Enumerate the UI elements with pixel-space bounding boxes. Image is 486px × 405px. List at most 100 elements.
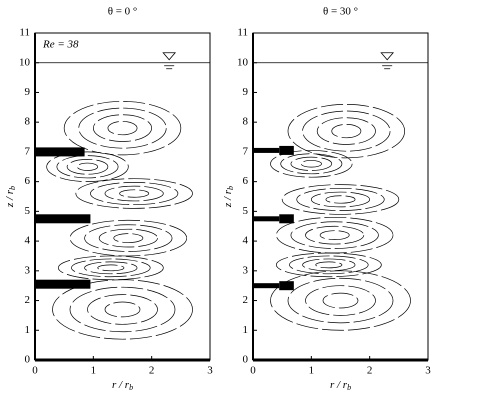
surface-symbol [162,52,177,70]
streamline [84,261,138,275]
blade [35,214,91,224]
blade [35,147,85,157]
y-axis-label-sub: b [8,186,17,190]
y-axis-label: z / rb [222,186,235,208]
streamline [87,294,158,325]
y-tick-label: 6 [25,175,31,187]
streamline [104,301,141,318]
x-axis-label: r / rb [330,379,351,392]
streamline [275,252,382,278]
y-axis-label-sub: b [226,186,235,190]
x-tick-label: 3 [207,365,213,377]
streamline [290,221,379,249]
streamline [331,124,362,139]
streamline [78,107,167,149]
plot-frame [34,32,211,361]
streamline [322,292,359,309]
streamline [66,158,109,175]
y-axis-label-main: z / r [222,189,234,208]
streamline [270,150,353,178]
streamline [113,233,144,243]
y-tick-label: 0 [243,354,249,366]
y-tick-label: 1 [243,324,249,336]
streamline [316,117,376,145]
y-tick-label: 7 [243,145,249,157]
streamline [98,228,158,248]
streamline [289,255,369,275]
streamline [287,103,406,159]
streamline [281,184,400,215]
streamline [280,153,343,175]
x-axis-label-sub: b [129,383,133,392]
x-axis-label: r / rb [112,379,133,392]
blade-hub [253,147,280,153]
y-tick-label: 7 [25,145,31,157]
panel-title: θ = 30 ° [323,6,358,18]
streamline [302,258,356,272]
x-axis-label-sub: b [347,383,351,392]
x-tick-label: 2 [149,365,155,377]
blade [279,145,294,155]
streamline [305,225,365,245]
streamline [296,187,385,211]
x-tick-label: 1 [309,365,315,377]
y-tick-label: 11 [237,27,248,39]
streamline [57,255,164,281]
y-tick-label: 8 [243,116,249,128]
streamline [104,185,164,202]
y-tick-label: 5 [25,205,31,217]
streamline [46,151,129,182]
surface-symbol [380,52,395,70]
y-tick-label: 4 [25,235,31,247]
x-tick-label: 1 [91,365,97,377]
streamline [290,156,333,171]
x-axis-label-main: r / r [330,379,348,391]
x-tick-label: 0 [250,365,256,377]
streamline [76,162,99,171]
blade [279,214,294,224]
streamline [84,224,173,252]
panel-title: θ = 0 ° [108,6,138,18]
blade-hub [253,216,280,222]
annotation: Re = 38 [42,39,79,51]
streamline [300,160,322,168]
y-axis-label-main: z / r [4,189,16,208]
streamline [119,189,150,198]
blade [35,279,91,289]
blade [279,281,294,291]
y-tick-label: 0 [25,354,31,366]
streamline [310,191,371,208]
plot-frame [252,32,429,361]
streamline [319,230,350,240]
y-tick-label: 1 [25,324,31,336]
streamline [107,121,138,136]
x-tick-label: 0 [32,365,38,377]
x-tick-label: 3 [425,365,431,377]
y-tick-label: 9 [25,86,31,98]
y-axis-label: z / rb [4,186,17,208]
y-tick-label: 11 [19,27,30,39]
streamline [71,258,151,278]
x-axis-label-main: r / r [112,379,130,391]
streamline [302,110,391,152]
streamline [90,182,179,206]
y-tick-label: 4 [243,235,249,247]
streamline [75,178,193,209]
y-tick-label: 8 [25,116,31,128]
streamline [315,261,343,269]
streamline [69,219,188,257]
streamline [63,101,182,156]
y-tick-label: 9 [243,86,249,98]
x-tick-label: 2 [367,365,373,377]
streamline [325,195,356,204]
y-tick-label: 3 [243,264,249,276]
streamline [92,114,153,142]
y-tick-label: 10 [19,56,31,68]
streamline [270,270,411,331]
streamline [305,285,376,316]
streamline [56,155,119,179]
y-tick-label: 2 [25,294,31,306]
y-tick-label: 5 [243,205,249,217]
y-tick-label: 6 [243,175,249,187]
